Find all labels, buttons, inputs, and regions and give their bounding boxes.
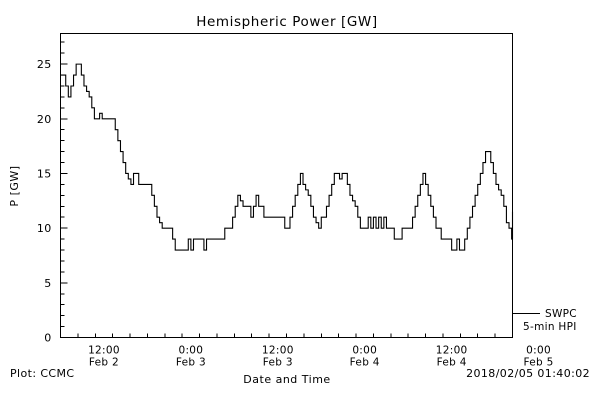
generated-timestamp: 2018/02/05 01:40:02 (466, 367, 590, 380)
x-axis-title: Date and Time (243, 373, 330, 386)
y-tick-label: 5 (44, 277, 51, 290)
x-tick-label-time: 12:00 (262, 345, 294, 357)
y-tick-label: 0 (44, 332, 51, 345)
x-tick-label-date: Feb 4 (350, 357, 380, 369)
y-axis-title: P [GW] (8, 165, 21, 206)
x-tick-label-date: Feb 2 (89, 357, 119, 369)
legend-label-swpc: SWPC (545, 308, 577, 320)
data-series-group (60, 63, 514, 251)
x-tick-label-time: 12:00 (88, 345, 120, 357)
x-tick-label-time: 0:00 (526, 345, 551, 357)
x-tick-label-time: 12:00 (436, 345, 468, 357)
y-tick-label: 25 (37, 58, 52, 71)
legend-label-hpi: 5-min HPI (523, 321, 577, 333)
plot-frame (59, 32, 514, 339)
y-tick-label: 10 (37, 222, 52, 235)
y-axis-tick-labels: 0 5 10 15 20 25 (37, 58, 52, 345)
x-axis-ticks (60, 333, 513, 338)
y-tick-label: 15 (37, 167, 52, 180)
plot-credit: Plot: CCMC (10, 367, 74, 380)
x-tick-label-time: 0:00 (352, 345, 377, 357)
x-tick-label-date: Feb 4 (437, 357, 467, 369)
x-tick-label-date: Feb 3 (176, 357, 206, 369)
x-tick-label-time: 0:00 (178, 345, 203, 357)
chart-title: Hemispheric Power [GW] (196, 14, 378, 30)
legend[interactable]: SWPC 5-min HPI (513, 308, 577, 333)
data-series-line (60, 63, 514, 251)
x-tick-label-date: Feb 5 (524, 357, 554, 369)
x-tick-label-date: Feb 3 (263, 357, 293, 369)
y-tick-label: 20 (37, 113, 52, 126)
